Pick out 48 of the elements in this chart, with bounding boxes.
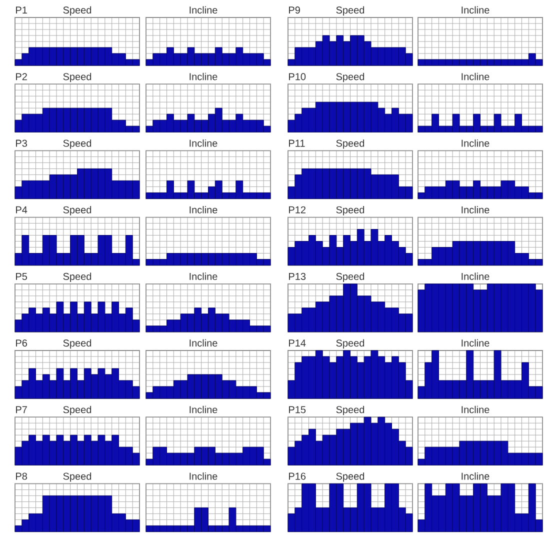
- text: P1: [16, 6, 27, 14]
- chart-title: Speed: [336, 139, 364, 149]
- chart-title: Speed: [336, 406, 364, 416]
- chart-title: Incline: [190, 339, 218, 347]
- text: P4: [16, 206, 28, 214]
- chart-title: Speed: [63, 206, 92, 216]
- text: P5: [16, 273, 28, 280]
- text: P9: [289, 6, 300, 14]
- text: P6: [16, 340, 27, 347]
- text: P2: [16, 73, 27, 80]
- chart-title: Speed: [336, 272, 364, 282]
- chart-title: Incline: [190, 406, 218, 414]
- text: P11: [289, 140, 305, 147]
- text: P13: [289, 272, 306, 280]
- chart-title: Speed: [63, 72, 92, 82]
- chart-title: Speed: [63, 6, 92, 16]
- chart-title: Incline: [462, 339, 490, 347]
- chart-title: Speed: [63, 272, 92, 282]
- chart-title: Speed: [63, 472, 92, 482]
- chart-title: Speed: [336, 6, 364, 16]
- chart-title: Incline: [462, 406, 490, 414]
- chart-title: Incline: [190, 6, 218, 14]
- chart-title: Incline: [462, 72, 490, 80]
- chart-title: Speed: [336, 206, 364, 216]
- chart-title: Speed: [336, 472, 364, 482]
- text: P14: [289, 340, 306, 346]
- chart-title: Incline: [190, 139, 218, 147]
- chart-title: Incline: [190, 472, 218, 480]
- chart-title: Incline: [462, 6, 490, 14]
- chart-title: Speed: [336, 72, 364, 82]
- chart-title: Incline: [190, 272, 218, 280]
- chart-title: Speed: [63, 406, 92, 416]
- text: P15: [289, 406, 306, 414]
- chart-title: Speed: [336, 339, 364, 349]
- text: P12: [289, 206, 306, 214]
- chart-title: Speed: [63, 139, 92, 149]
- chart-title: Speed: [63, 339, 92, 349]
- chart-title: Incline: [462, 272, 490, 280]
- chart-title: Incline: [190, 72, 218, 80]
- chart-title: Incline: [462, 139, 490, 147]
- text: P7: [16, 406, 27, 414]
- text: P3: [16, 140, 27, 147]
- chart-title: Incline: [190, 206, 218, 214]
- text: P16: [289, 472, 306, 480]
- text: P8: [16, 472, 27, 480]
- chart-title: Incline: [462, 472, 490, 480]
- text: P10: [289, 73, 306, 80]
- chart-title: Incline: [462, 206, 490, 214]
